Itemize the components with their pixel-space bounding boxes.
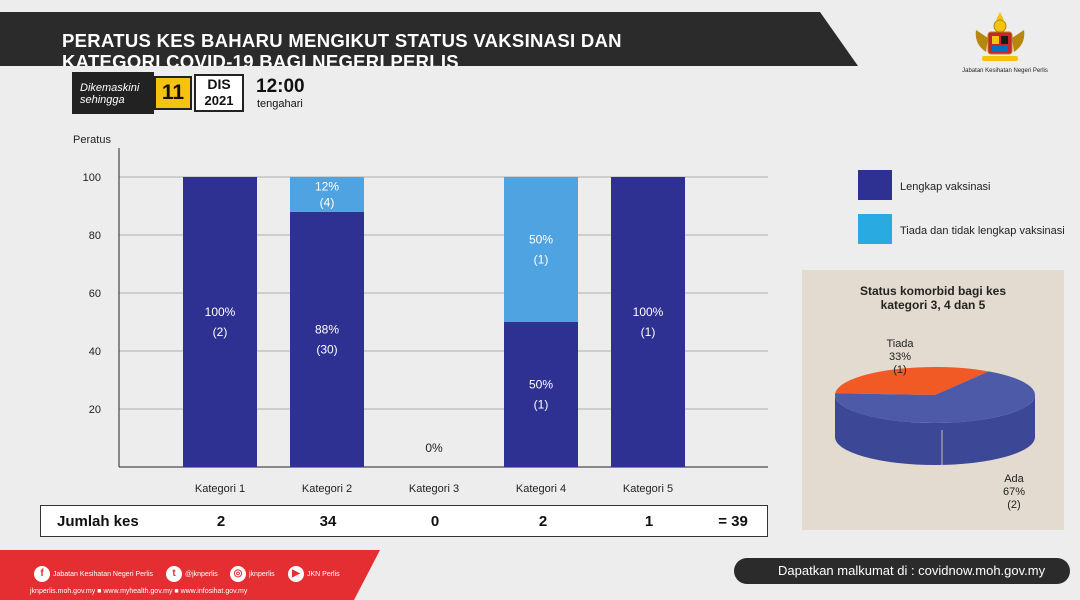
pie-label-ada-pct: 67% xyxy=(1002,486,1026,498)
total-cases-kategori-3: 0 xyxy=(430,513,440,530)
total-cases-kategori-1: 2 xyxy=(216,513,226,530)
data-label-count-tiada-4: (1) xyxy=(534,253,549,267)
pie-label-ada: Ada 67% (2) xyxy=(986,473,1042,512)
data-label-count-lengkap-2: (30) xyxy=(316,342,337,356)
legend-label-lengkap: Lengkap vaksinasi xyxy=(900,181,991,193)
social-footer: f Jabatan Kesihatan Negeri Perlis t @jkn… xyxy=(0,550,380,600)
twitter-icon: t xyxy=(166,566,182,582)
bar-lengkap-kategori-4 xyxy=(504,322,578,467)
bar-tiada-kategori-4 xyxy=(504,177,578,322)
legend-item-lengkap: Lengkap vaksinasi xyxy=(858,170,1068,214)
total-cases-kategori-4: 2 xyxy=(538,513,548,530)
coat-of-arms-logo xyxy=(975,12,1025,61)
instagram-icon: ◎ xyxy=(230,566,246,582)
social-twitter-label: @jknperlis xyxy=(185,570,218,578)
social-youtube-label: JKN Perlis xyxy=(307,570,340,578)
logo-caption: Jabatan Kesihatan Negeri Perlis xyxy=(962,68,1048,74)
update-label-line-2: sehingga xyxy=(80,94,125,106)
social-twitter[interactable]: t @jknperlis xyxy=(166,566,218,582)
y-tick-label-40: 40 xyxy=(89,346,101,358)
footer-urls[interactable]: jknperlis.moh.gov.my ■ www.myhealth.gov.… xyxy=(30,588,248,595)
comorbid-pie-panel: Status komorbid bagi kes kategori 3, 4 d… xyxy=(802,270,1064,530)
pie-label-tiada-name: Tiada xyxy=(886,338,914,350)
x-tick-label-1: Kategori 1 xyxy=(195,483,245,495)
page-title: PERATUS KES BAHARU MENGIKUT STATUS VAKSI… xyxy=(62,30,782,72)
social-instagram[interactable]: ◎ jknperlis xyxy=(230,566,275,582)
total-cases-kategori-2: 34 xyxy=(319,513,337,530)
data-label-count-tiada-2: (4) xyxy=(320,195,335,209)
pie-label-tiada-pct: 33% xyxy=(888,351,912,363)
title-line-2: KATEGORI COVID-19 BAGI NEGERI PERLIS xyxy=(62,51,459,72)
pie-label-tiada: Tiada 33% (1) xyxy=(872,338,928,377)
title-line-1: PERATUS KES BAHARU MENGIKUT STATUS VAKSI… xyxy=(62,30,622,51)
x-tick-label-3: Kategori 3 xyxy=(409,483,459,495)
bar-lengkap-kategori-2 xyxy=(290,211,364,467)
social-youtube[interactable]: ▶ JKN Perlis xyxy=(288,566,340,582)
update-label: Dikemaskini sehingga xyxy=(72,72,154,114)
legend-label-tiada: Tiada dan tidak lengkap vaksinasi xyxy=(900,225,1065,237)
pie-chart xyxy=(835,367,1035,475)
legend-item-tiada: Tiada dan tidak lengkap vaksinasi xyxy=(858,214,1068,258)
y-tick-label-60: 60 xyxy=(89,288,101,300)
pie-slice-tiada xyxy=(835,367,989,395)
update-month: DIS xyxy=(207,76,231,92)
data-label-pct-lengkap-4: 50% xyxy=(529,378,553,392)
update-time: 12:00 xyxy=(256,76,305,97)
legend-swatch-lengkap xyxy=(858,170,892,200)
x-tick-label-2: Kategori 2 xyxy=(302,483,352,495)
update-day: 11 xyxy=(154,76,192,110)
pie-label-ada-name: Ada xyxy=(1004,473,1024,485)
social-instagram-label: jknperlis xyxy=(249,570,275,578)
data-label-count-lengkap-4: (1) xyxy=(534,398,549,412)
update-year: 2021 xyxy=(204,93,234,108)
y-tick-label-20: 20 xyxy=(89,404,101,416)
data-label-count-lengkap-5: (1) xyxy=(641,325,656,339)
data-label-pct-lengkap-1: 100% xyxy=(205,305,236,319)
facebook-icon: f xyxy=(34,566,50,582)
legend-swatch-tiada xyxy=(858,214,892,244)
total-cases-sum: = 39 xyxy=(718,513,748,530)
pie-side-ada xyxy=(835,395,1035,465)
social-facebook[interactable]: f Jabatan Kesihatan Negeri Perlis xyxy=(34,566,153,582)
y-tick-label-100: 100 xyxy=(83,172,101,184)
youtube-icon: ▶ xyxy=(288,566,304,582)
chart-legend: Lengkap vaksinasi Tiada dan tidak lengka… xyxy=(858,170,1068,258)
bar-lengkap-kategori-1 xyxy=(183,177,257,467)
y-tick-label-80: 80 xyxy=(89,230,101,242)
update-month-year: DIS 2021 xyxy=(194,74,244,112)
y-axis-label: Peratus xyxy=(73,134,111,146)
x-tick-label-5: Kategori 5 xyxy=(623,483,673,495)
data-label-count-lengkap-1: (2) xyxy=(213,325,228,339)
title-banner: PERATUS KES BAHARU MENGIKUT STATUS VAKSI… xyxy=(0,12,858,66)
total-cases-table: Jumlah kes 2 34 0 2 1 = 39 xyxy=(40,505,768,537)
total-cases-kategori-5: 1 xyxy=(644,513,654,530)
data-label-pct-lengkap-5: 100% xyxy=(633,305,664,319)
update-time-label: tengahari xyxy=(257,98,303,110)
bar-lengkap-kategori-5 xyxy=(611,177,685,467)
pie-label-ada-count: (2) xyxy=(1007,499,1021,511)
pie-slice-ada xyxy=(835,371,1035,423)
pie-title: Status komorbid bagi kes kategori 3, 4 d… xyxy=(859,284,1007,312)
data-label-zero-kategori-3: 0% xyxy=(425,441,443,455)
bar-tiada-kategori-2 xyxy=(290,177,364,212)
total-cases-title: Jumlah kes xyxy=(57,513,139,530)
x-tick-label-4: Kategori 4 xyxy=(516,483,566,495)
data-label-pct-tiada-2: 12% xyxy=(315,179,339,193)
update-label-line-1: Dikemaskini xyxy=(80,82,140,94)
update-stamp: Dikemaskini sehingga 11 DIS 2021 12:00 t… xyxy=(72,72,317,114)
data-label-pct-lengkap-2: 88% xyxy=(315,322,339,336)
pie-label-tiada-count: (1) xyxy=(893,364,907,376)
info-link[interactable]: Dapatkan malkumat di : covidnow.moh.gov.… xyxy=(734,558,1070,584)
social-facebook-label: Jabatan Kesihatan Negeri Perlis xyxy=(53,570,154,578)
data-label-pct-tiada-4: 50% xyxy=(529,233,553,247)
